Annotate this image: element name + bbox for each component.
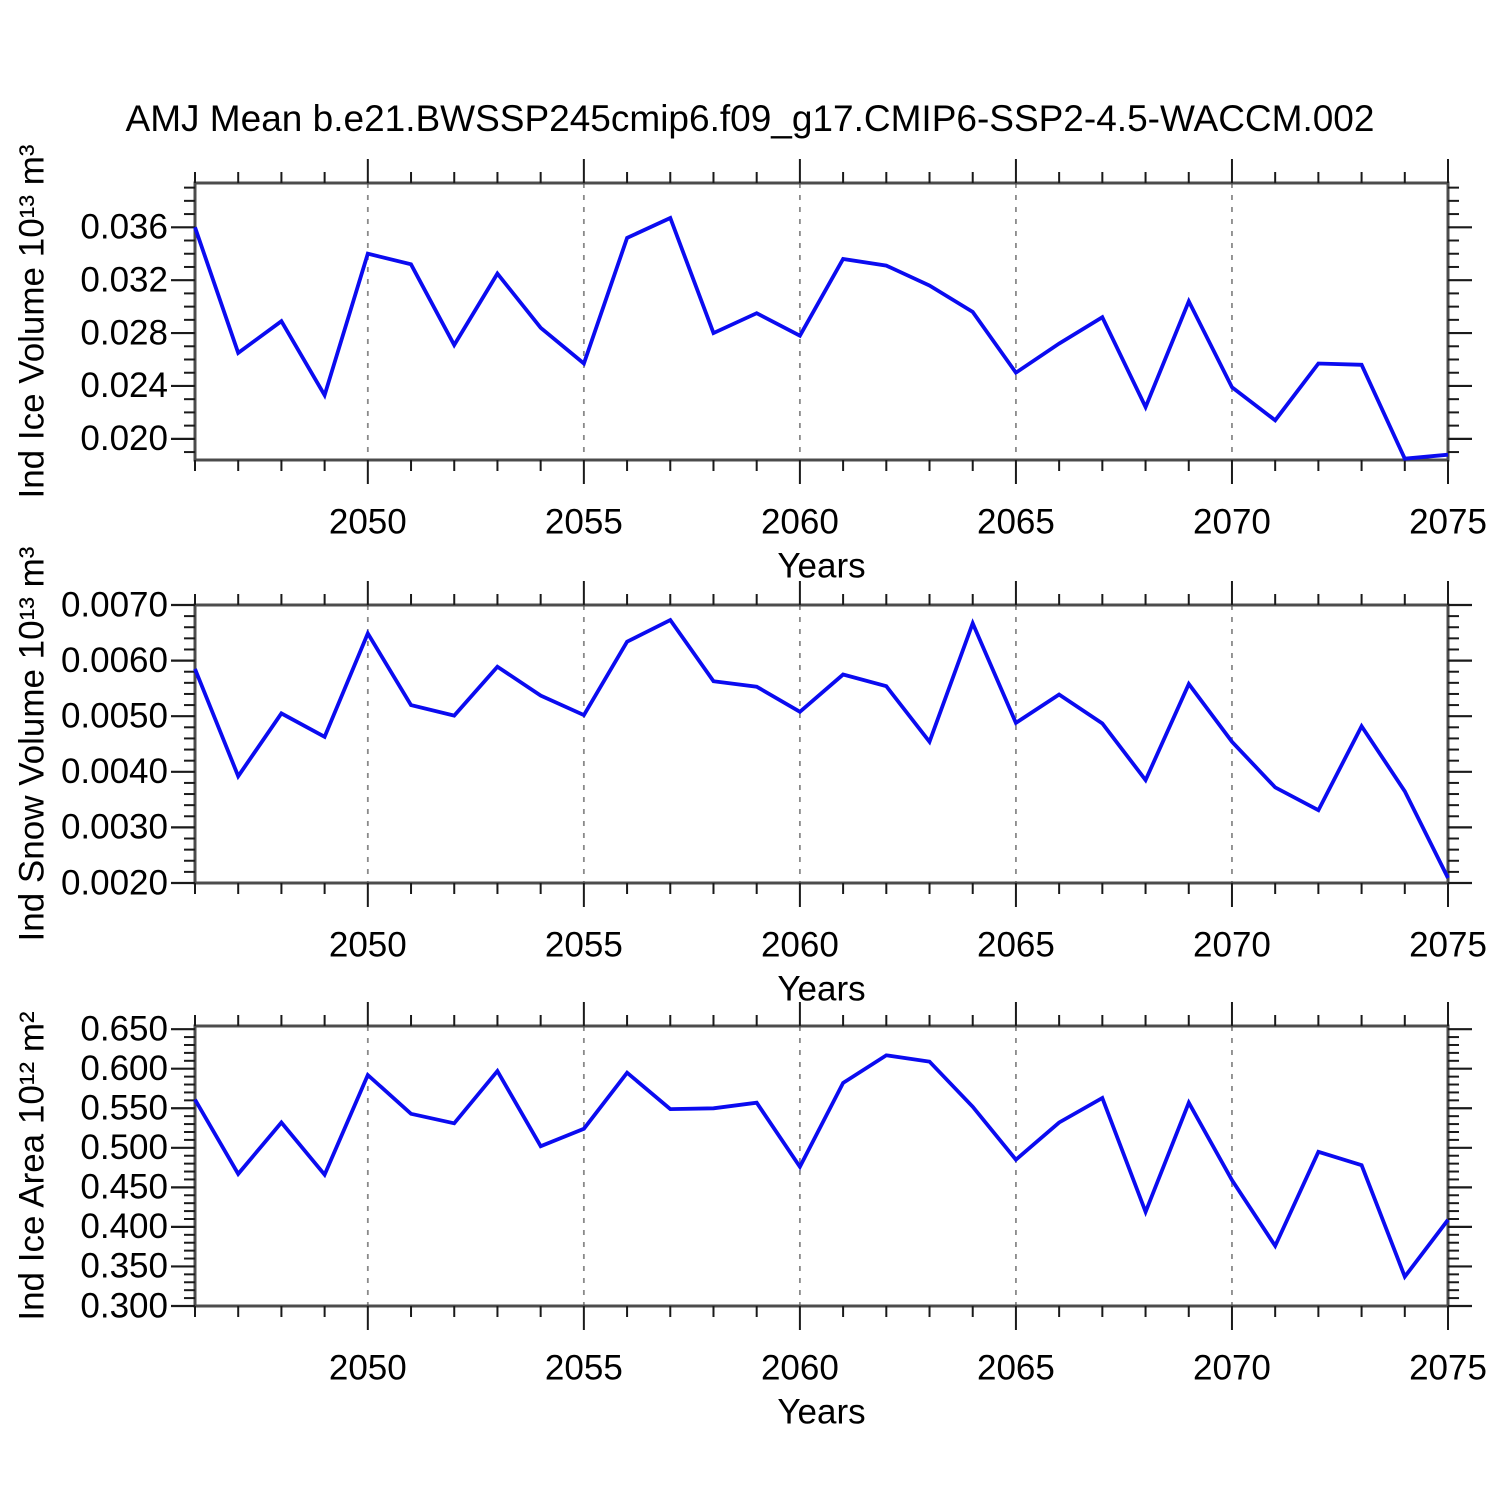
plot-frame: [193, 603, 1450, 885]
x-tick-label: 2070: [1193, 925, 1271, 964]
y-tick-label: 0.0060: [61, 641, 168, 680]
series-line-snow-volume: [193, 617, 1450, 879]
x-tick-label: 2055: [545, 925, 623, 964]
y-tick-label: 0.0020: [61, 863, 168, 902]
y-tick-label: 0.0070: [61, 585, 168, 624]
y-tick-label: 0.036: [80, 208, 168, 247]
panel-ice-volume: 2050 2055 2060 2065 2070 2075 0.020 0.024 0.028 0…: [12, 144, 1487, 585]
y-tick-label: 0.500: [80, 1128, 168, 1167]
x-axis-title: Years: [777, 1392, 865, 1431]
panel-ice-area: 2050 2055 2060 2065 2070 20750.3000.3500.4000…: [12, 1002, 1487, 1431]
x-tick-label: 2070: [1193, 502, 1271, 541]
y-tick-label: 0.300: [80, 1286, 168, 1325]
y-tick-label: 0.650: [80, 1009, 168, 1048]
x-tick-label: 2075: [1409, 925, 1487, 964]
y-tick-label: 0.020: [80, 419, 168, 458]
x-tick-label: 2065: [977, 925, 1055, 964]
x-tick-label: 2055: [545, 1348, 623, 1387]
plot-frame: [193, 181, 1450, 462]
y-tick-label: 0.0030: [61, 808, 168, 847]
x-tick-label: 2075: [1409, 1348, 1487, 1387]
x-tick-label: 2050: [329, 925, 407, 964]
y-tick-label: 0.350: [80, 1247, 168, 1286]
x-tick-label: 2065: [977, 502, 1055, 541]
ticks: [171, 1002, 1472, 1330]
y-tick-label: 0.550: [80, 1089, 168, 1128]
axis-labels: 2050 2055 2060 2065 2070 20750.3000.3500.4000…: [12, 1009, 1487, 1431]
gridlines: [366, 183, 1233, 460]
x-tick-label: 2065: [977, 1348, 1055, 1387]
axis-labels: 2050 2055 2060 2065 2070 2075 0.0020 0.0030 0.00…: [12, 547, 1487, 1009]
y-tick-label: 0.0050: [61, 696, 168, 735]
y-tick-label: 0.032: [80, 260, 168, 299]
x-axis-title: Years: [777, 546, 865, 585]
y-tick-label: 0.600: [80, 1049, 168, 1088]
x-tick-label: 2060: [761, 502, 839, 541]
series-line-ice-volume: [193, 215, 1449, 461]
gridlines: [366, 605, 1233, 883]
chart-title: AMJ Mean b.e21.BWSSP245cmip6.f09_g17.CMI…: [125, 98, 1375, 139]
y-axis-title: Ind Snow Volume 10¹³ m³: [12, 547, 51, 942]
y-axis-title: Ind Ice Volume 10¹³ m³: [12, 144, 51, 498]
plot-frame: [193, 1024, 1450, 1308]
x-tick-label: 2050: [329, 502, 407, 541]
ticks: [171, 581, 1472, 907]
x-tick-label: 2060: [761, 925, 839, 964]
x-axis-title: Years: [777, 969, 865, 1008]
x-tick-label: 2070: [1193, 1348, 1271, 1387]
y-tick-label: 0.024: [80, 366, 168, 405]
y-tick-label: 0.450: [80, 1168, 168, 1207]
y-tick-label: 0.400: [80, 1207, 168, 1246]
x-tick-label: 2055: [545, 502, 623, 541]
y-tick-label: 0.028: [80, 313, 168, 352]
x-tick-label: 2075: [1409, 502, 1487, 541]
series-line-ice-area: [193, 1053, 1450, 1281]
ticks: [171, 159, 1472, 484]
y-tick-label: 0.0040: [61, 752, 168, 791]
x-tick-label: 2050: [329, 1348, 407, 1387]
axis-labels: 2050 2055 2060 2065 2070 2075 0.020 0.024 0.028 0…: [12, 144, 1487, 585]
panel-snow-volume: 2050 2055 2060 2065 2070 2075 0.0020 0.0030 0.00…: [12, 547, 1487, 1009]
y-axis-title: Ind Ice Area 10¹² m²: [12, 1011, 51, 1320]
x-tick-label: 2060: [761, 1348, 839, 1387]
